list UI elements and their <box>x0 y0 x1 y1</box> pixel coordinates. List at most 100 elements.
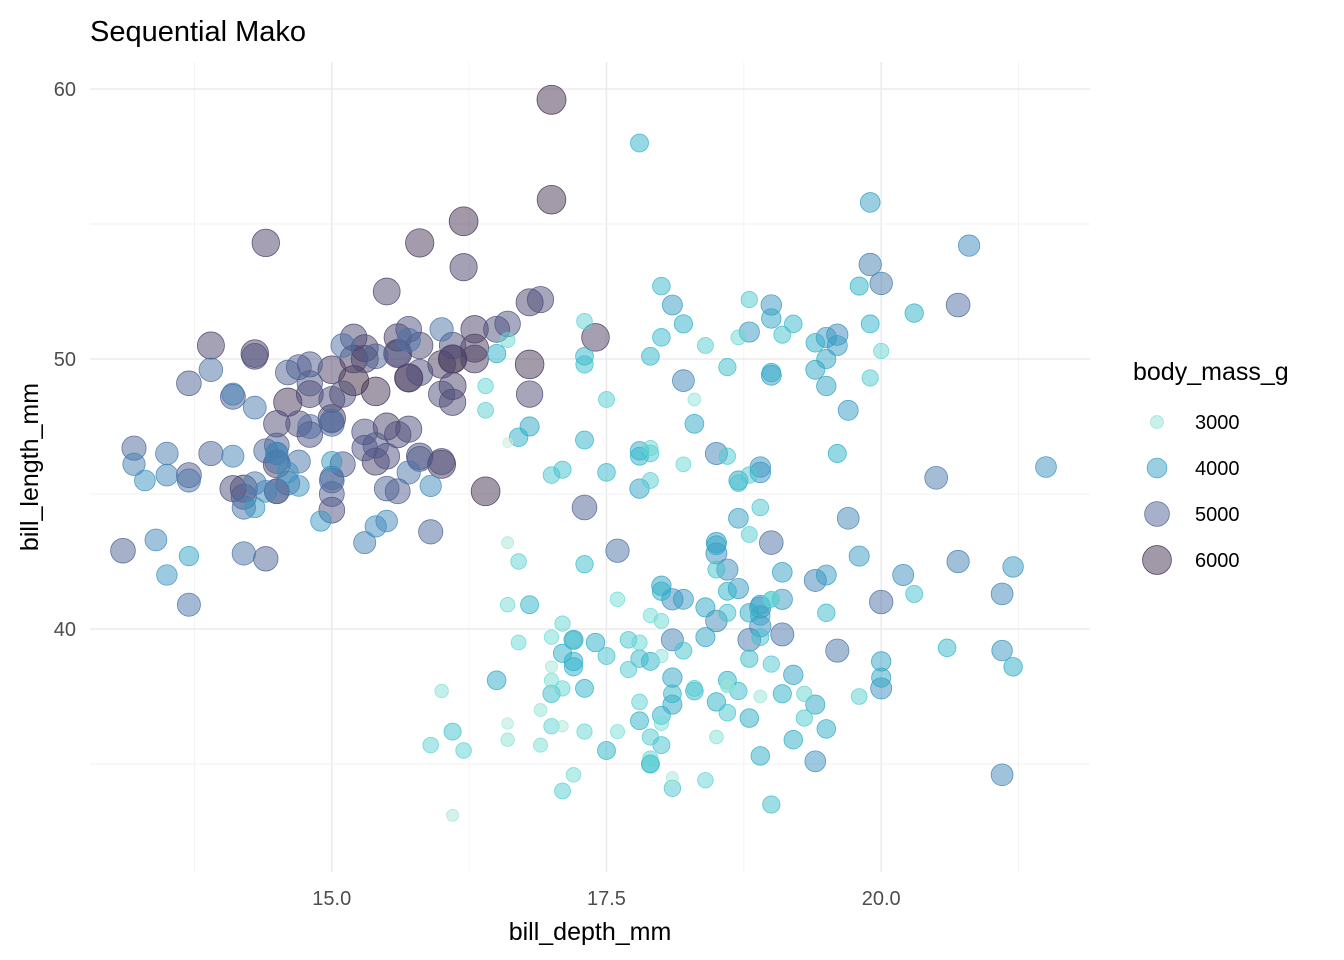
data-point <box>860 314 880 334</box>
data-point <box>697 772 714 789</box>
data-point <box>428 380 456 408</box>
data-point <box>319 408 345 434</box>
data-point <box>554 680 571 697</box>
data-point <box>446 808 460 822</box>
data-point <box>598 391 615 408</box>
data-point <box>642 750 659 767</box>
data-point <box>554 615 571 632</box>
data-point <box>815 564 837 586</box>
data-point <box>751 628 770 646</box>
data-point <box>654 648 669 664</box>
data-point <box>449 253 478 282</box>
data-point <box>816 719 836 739</box>
data-point <box>477 401 494 419</box>
data-point <box>242 395 267 420</box>
data-point <box>761 362 781 383</box>
data-point <box>687 392 702 407</box>
data-point <box>486 670 507 691</box>
x-axis-title: bill_depth_mm <box>509 918 672 946</box>
data-point <box>556 720 569 733</box>
data-point <box>155 441 179 466</box>
data-point <box>434 683 449 699</box>
data-point <box>990 763 1014 787</box>
data-point <box>706 692 727 712</box>
legend-label: 3000 <box>1195 412 1240 434</box>
data-point <box>144 528 168 552</box>
x-tick-label: 17.5 <box>587 888 626 910</box>
data-point <box>554 782 571 800</box>
data-point <box>858 252 882 277</box>
data-point <box>575 555 594 574</box>
data-point <box>796 685 813 702</box>
data-point <box>533 703 548 717</box>
data-point <box>565 767 582 783</box>
data-point <box>156 564 178 586</box>
data-point <box>297 414 323 439</box>
data-point <box>816 375 837 397</box>
x-tick-label: 20.0 <box>862 888 901 910</box>
data-point <box>362 343 389 370</box>
data-point <box>772 562 793 583</box>
data-point <box>396 328 421 353</box>
data-point <box>360 376 391 407</box>
data-point <box>221 382 245 406</box>
data-point <box>515 380 544 408</box>
data-point <box>552 643 573 663</box>
data-point <box>310 510 332 532</box>
data-point <box>641 728 659 746</box>
legend-label: 5000 <box>1195 504 1240 526</box>
data-point <box>287 475 310 497</box>
data-point <box>641 346 660 366</box>
y-tick-label: 50 <box>54 349 76 371</box>
data-point <box>419 474 442 497</box>
data-point <box>730 329 747 346</box>
data-point <box>353 531 377 555</box>
data-point <box>630 133 649 153</box>
data-point <box>321 451 343 473</box>
data-point <box>697 337 714 354</box>
data-point <box>265 442 289 465</box>
data-point <box>405 228 435 258</box>
data-point <box>674 641 693 660</box>
data-point <box>605 538 630 563</box>
data-point <box>585 632 606 653</box>
data-point <box>576 723 593 740</box>
data-point <box>176 370 202 397</box>
data-point <box>652 276 671 296</box>
data-point <box>1035 456 1057 478</box>
data-point <box>597 741 616 760</box>
data-point <box>825 638 850 663</box>
data-point <box>642 440 659 457</box>
data-point <box>707 560 726 579</box>
data-point <box>443 722 462 741</box>
data-point <box>231 541 256 566</box>
legend-title: body_mass_g <box>1133 358 1289 386</box>
data-point <box>198 440 224 467</box>
data-point <box>773 325 792 344</box>
data-point <box>501 536 515 550</box>
data-point <box>720 679 734 693</box>
data-point <box>155 463 179 487</box>
data-point <box>652 328 671 347</box>
data-point <box>740 526 758 543</box>
data-point <box>406 358 434 387</box>
data-point <box>805 694 826 715</box>
data-point <box>665 771 679 784</box>
data-point <box>750 746 770 766</box>
data-point <box>686 680 703 697</box>
legend-label: 6000 <box>1195 550 1240 572</box>
data-point <box>762 655 780 673</box>
data-point <box>254 479 278 503</box>
data-point <box>706 535 727 556</box>
data-point <box>221 444 245 468</box>
data-point <box>1003 657 1023 677</box>
data-point <box>859 192 881 213</box>
data-point <box>330 333 355 358</box>
data-point <box>718 581 737 601</box>
data-point <box>684 413 705 434</box>
data-point <box>740 291 758 309</box>
data-point <box>253 546 279 572</box>
data-point <box>543 672 560 688</box>
data-point <box>718 603 737 622</box>
